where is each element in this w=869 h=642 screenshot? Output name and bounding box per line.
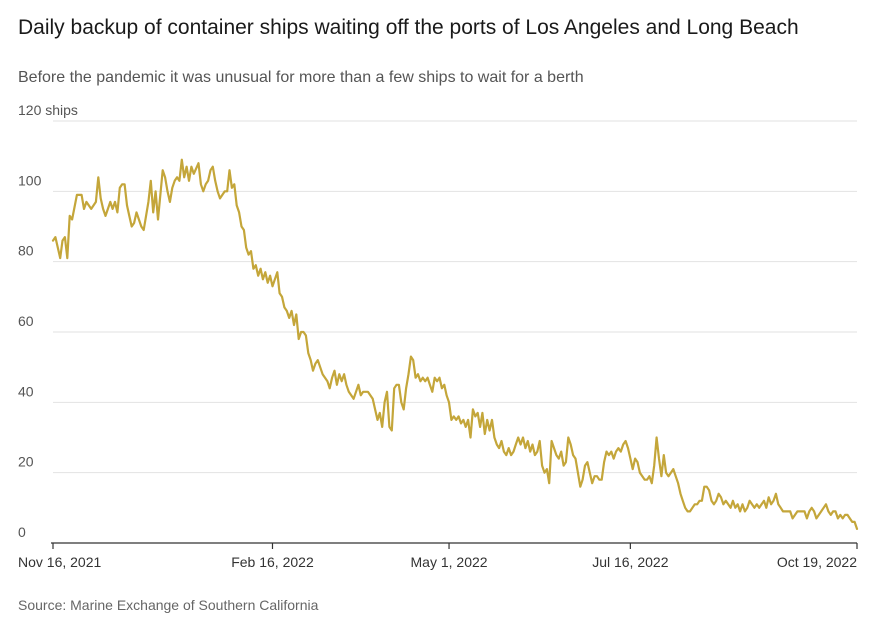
x-tick-label-2: May 1, 2022: [411, 554, 488, 570]
y-tick-label-40: 40: [18, 383, 34, 399]
y-tick-label-120: 120 ships: [18, 102, 78, 118]
x-tick-label-1: Feb 16, 2022: [231, 554, 314, 570]
y-tick-label-60: 60: [18, 313, 34, 329]
x-axis: Nov 16, 2021 Feb 16, 2022 May 1, 2022 Jul 1…: [18, 542, 858, 570]
x-tick-label-0: Nov 16, 2021: [18, 554, 101, 570]
chart-area: 0 20 40 60 80 100 120 ships Nov 16, 2021 Feb 16…: [18, 102, 859, 570]
y-tick-label-0: 0: [18, 524, 26, 540]
series-line-ships-waiting: [51, 158, 859, 530]
x-tick-label-3: Jul 16, 2022: [592, 554, 668, 570]
y-tick-label-80: 80: [18, 243, 34, 259]
source-note: Source: Marine Exchange of Southern Cali…: [18, 597, 319, 613]
chart-subtitle: Before the pandemic it was unusual for m…: [18, 69, 584, 86]
y-tick-label-100: 100: [18, 172, 42, 188]
gridlines: [53, 120, 857, 474]
y-tick-label-20: 20: [18, 454, 34, 470]
x-tick-label-4: Oct 19, 2022: [777, 554, 857, 570]
chart-title: Daily backup of container ships waiting …: [18, 16, 799, 39]
y-axis-ticks: 0 20 40 60 80 100 120 ships: [18, 102, 78, 540]
